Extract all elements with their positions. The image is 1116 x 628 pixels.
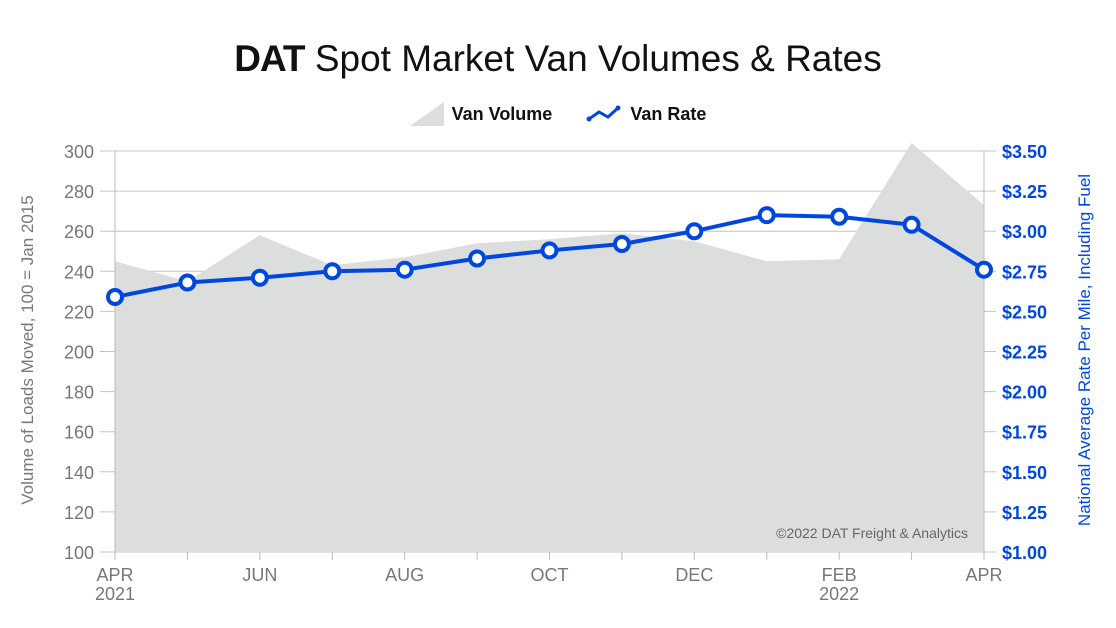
- dat-logo: DAT: [234, 38, 305, 79]
- y-right-tick-label: $1.50: [1002, 463, 1047, 483]
- legend-label-rate: Van Rate: [630, 103, 707, 124]
- van-rate-point: [685, 222, 704, 241]
- y-left-tick-label: 160: [64, 423, 94, 443]
- chart-title-text: Spot Market Van Volumes & Rates: [314, 38, 882, 79]
- van-volume-area: [115, 142, 984, 553]
- legend-item-volume: Van Volume: [409, 102, 553, 126]
- x-tick-label: APR: [96, 565, 133, 585]
- y-right-tick-label: $1.25: [1002, 503, 1047, 523]
- x-tick-year-label: 2022: [819, 584, 859, 604]
- y-left-tick-label: 240: [64, 262, 94, 282]
- legend: Van Volume Van Rate: [0, 102, 1116, 126]
- y-right-tick-label: $2.25: [1002, 343, 1047, 363]
- copyright-note: ©2022 DAT Freight & Analytics: [776, 525, 968, 541]
- van-rate-point: [468, 249, 487, 268]
- van-rate-point: [975, 260, 993, 279]
- y-right-tick-label: $1.75: [1002, 423, 1047, 443]
- y-left-tick-label: 100: [64, 543, 94, 563]
- x-tick-label: DEC: [675, 565, 713, 585]
- y-left-tick-label: 120: [64, 503, 94, 523]
- y-right-tick-label: $2.50: [1002, 302, 1047, 322]
- legend-item-rate: Van Rate: [586, 104, 706, 125]
- legend-label-volume: Van Volume: [451, 103, 553, 124]
- y-right-tick-label: $3.50: [1002, 142, 1047, 162]
- y-left-tick-label: 220: [64, 302, 94, 322]
- y-left-tick-label: 140: [64, 463, 94, 483]
- y-left-tick-label: 300: [64, 142, 94, 162]
- y-left-tick-label: 280: [64, 182, 94, 202]
- x-tick-year-label: 2021: [95, 584, 135, 604]
- area-swatch-icon: [409, 102, 444, 126]
- y-axis-right-label: National Average Rate Per Mile, Includin…: [1075, 174, 1094, 526]
- y-right-tick-label: $2.00: [1002, 383, 1047, 403]
- y-left-tick-label: 200: [64, 343, 94, 363]
- van-rate-point: [106, 287, 124, 306]
- van-rate-point: [395, 260, 414, 279]
- van-rate-point: [178, 273, 197, 292]
- line-swatch-icon: [586, 105, 621, 122]
- van-rate-point: [757, 206, 776, 225]
- van-rate-point: [612, 235, 631, 254]
- van-rate-point: [250, 268, 269, 287]
- x-tick-label: AUG: [385, 565, 424, 585]
- van-rate-point: [902, 215, 921, 234]
- van-rate-point: [830, 207, 849, 226]
- chart-title: DAT Spot Market Van Volumes & Rates: [0, 38, 1116, 80]
- x-tick-label: JUN: [242, 565, 277, 585]
- y-right-tick-label: $3.25: [1002, 182, 1047, 202]
- x-tick-label: OCT: [531, 565, 569, 585]
- y-right-tick-label: $1.00: [1002, 543, 1047, 563]
- y-right-tick-label: $3.00: [1002, 222, 1047, 242]
- y-axis-left-label: Volume of Loads Moved, 100 = Jan 2015: [18, 195, 37, 505]
- y-left-tick-label: 180: [64, 383, 94, 403]
- x-tick-label: FEB: [822, 565, 857, 585]
- van-rate-point: [540, 241, 559, 260]
- y-right-tick-label: $2.75: [1002, 262, 1047, 282]
- van-rate-point: [323, 262, 342, 281]
- x-tick-label: APR: [965, 565, 1002, 585]
- y-left-tick-label: 260: [64, 222, 94, 242]
